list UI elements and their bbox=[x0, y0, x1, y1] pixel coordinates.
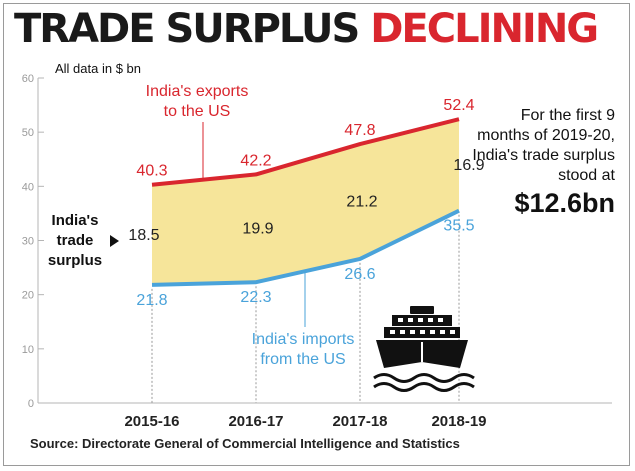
svg-text:India's: India's bbox=[52, 212, 99, 229]
svg-text:India's exports: India's exports bbox=[146, 83, 249, 100]
svg-text:surplus: surplus bbox=[48, 252, 102, 269]
headline: TRADE SURPLUS DECLINING bbox=[14, 5, 599, 53]
exports-value-label: 52.4 bbox=[443, 97, 474, 114]
surplus-series-label: India's trade surplus bbox=[48, 212, 102, 269]
imports-value-label: 26.6 bbox=[344, 266, 375, 283]
surplus-pointer-icon bbox=[110, 235, 119, 247]
imports-value-label: 22.3 bbox=[240, 289, 271, 306]
svg-text:from the US: from the US bbox=[260, 351, 345, 368]
imports-value-label: 21.8 bbox=[136, 292, 167, 309]
value-labels: 40.3 21.8 18.5 42.2 22.3 19.9 47.8 26.6 21.2 52.4… bbox=[128, 97, 484, 309]
exports-value-label: 42.2 bbox=[240, 152, 271, 169]
headline-part1: TRADE SURPLUS bbox=[14, 6, 360, 52]
side-note-highlight: $12.6bn bbox=[514, 188, 615, 218]
cruise-ship-icon bbox=[373, 306, 475, 392]
surplus-value-label: 16.9 bbox=[453, 157, 484, 174]
y-axis: 0 10 20 30 40 50 60 2015-16 2016-17 2017-18 2018-1… bbox=[22, 73, 612, 430]
exports-value-label: 47.8 bbox=[344, 122, 375, 139]
x-tick-label: 2017-18 bbox=[332, 413, 387, 430]
surplus-value-label: 21.2 bbox=[346, 194, 377, 211]
surplus-area bbox=[152, 119, 459, 285]
imports-value-label: 35.5 bbox=[443, 218, 474, 235]
x-tick-label: 2015-16 bbox=[124, 413, 179, 430]
source-note: Source: Directorate General of Commercia… bbox=[30, 436, 460, 451]
y-tick-label: 50 bbox=[22, 127, 34, 139]
exports-value-label: 40.3 bbox=[136, 163, 167, 180]
exports-line bbox=[151, 117, 460, 187]
x-tick-label: 2016-17 bbox=[228, 413, 283, 430]
y-tick-label: 10 bbox=[22, 344, 34, 356]
unit-note: All data in $ bn bbox=[55, 61, 141, 76]
svg-text:to the US: to the US bbox=[164, 103, 231, 120]
surplus-value-label: 18.5 bbox=[128, 227, 159, 244]
side-note: For the first 9 months of 2019-20, India… bbox=[465, 106, 615, 220]
y-tick-label: 0 bbox=[28, 398, 34, 410]
surplus-value-label: 19.9 bbox=[242, 220, 273, 237]
side-note-text: For the first 9 months of 2019-20, India… bbox=[472, 107, 615, 184]
imports-series-label: India's imports from the US bbox=[252, 331, 355, 368]
headline-part2: DECLINING bbox=[370, 6, 599, 52]
surplus-area-layer bbox=[152, 119, 459, 285]
x-tick-label: 2018-19 bbox=[431, 413, 486, 430]
svg-text:trade: trade bbox=[57, 232, 94, 249]
y-tick-label: 30 bbox=[22, 236, 34, 248]
svg-text:India's imports: India's imports bbox=[252, 331, 355, 348]
y-tick-label: 40 bbox=[22, 181, 34, 193]
series-lines bbox=[151, 117, 460, 287]
exports-series-label: India's exports to the US bbox=[146, 83, 249, 120]
imports-line bbox=[151, 208, 460, 287]
y-tick-label: 20 bbox=[22, 290, 34, 302]
y-tick-label: 60 bbox=[22, 73, 34, 85]
